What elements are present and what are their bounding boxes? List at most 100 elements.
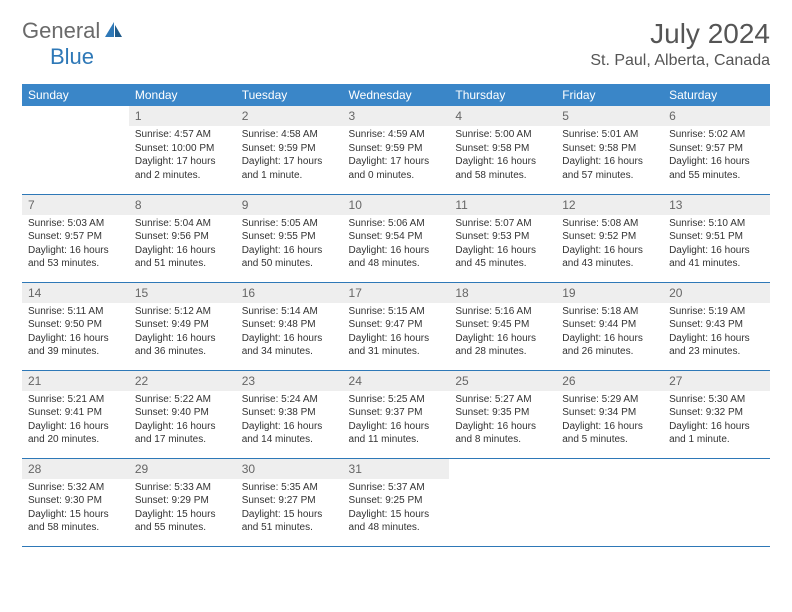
day-body: Sunrise: 5:22 AMSunset: 9:40 PMDaylight:… bbox=[129, 391, 236, 451]
day-body: Sunrise: 4:57 AMSunset: 10:00 PMDaylight… bbox=[129, 126, 236, 186]
calendar-row: 21Sunrise: 5:21 AMSunset: 9:41 PMDayligh… bbox=[22, 370, 770, 458]
day-number: 30 bbox=[236, 459, 343, 479]
daylight-text: Daylight: 15 hours and 55 minutes. bbox=[135, 508, 230, 535]
daylight-text: Daylight: 16 hours and 43 minutes. bbox=[562, 244, 657, 271]
sunrise-text: Sunrise: 5:01 AM bbox=[562, 128, 657, 142]
sunset-text: Sunset: 9:51 PM bbox=[669, 230, 764, 244]
sunset-text: Sunset: 9:25 PM bbox=[349, 494, 444, 508]
daylight-text: Daylight: 16 hours and 31 minutes. bbox=[349, 332, 444, 359]
daylight-text: Daylight: 16 hours and 53 minutes. bbox=[28, 244, 123, 271]
logo-text-general: General bbox=[22, 18, 100, 44]
sunset-text: Sunset: 9:52 PM bbox=[562, 230, 657, 244]
sunset-text: Sunset: 9:59 PM bbox=[242, 142, 337, 156]
day-number: 8 bbox=[129, 195, 236, 215]
sunrise-text: Sunrise: 5:35 AM bbox=[242, 481, 337, 495]
sunrise-text: Sunrise: 5:37 AM bbox=[349, 481, 444, 495]
daylight-text: Daylight: 16 hours and 20 minutes. bbox=[28, 420, 123, 447]
day-body: Sunrise: 5:35 AMSunset: 9:27 PMDaylight:… bbox=[236, 479, 343, 539]
sunrise-text: Sunrise: 5:21 AM bbox=[28, 393, 123, 407]
day-body: Sunrise: 5:12 AMSunset: 9:49 PMDaylight:… bbox=[129, 303, 236, 363]
weekday-header: Wednesday bbox=[343, 84, 450, 106]
calendar-cell: 11Sunrise: 5:07 AMSunset: 9:53 PMDayligh… bbox=[449, 194, 556, 282]
calendar-row: 1Sunrise: 4:57 AMSunset: 10:00 PMDayligh… bbox=[22, 106, 770, 194]
sunset-text: Sunset: 9:53 PM bbox=[455, 230, 550, 244]
daylight-text: Daylight: 16 hours and 11 minutes. bbox=[349, 420, 444, 447]
day-number: 20 bbox=[663, 283, 770, 303]
calendar-cell: 14Sunrise: 5:11 AMSunset: 9:50 PMDayligh… bbox=[22, 282, 129, 370]
sunrise-text: Sunrise: 5:14 AM bbox=[242, 305, 337, 319]
daylight-text: Daylight: 16 hours and 55 minutes. bbox=[669, 155, 764, 182]
sunset-text: Sunset: 9:44 PM bbox=[562, 318, 657, 332]
sunrise-text: Sunrise: 4:58 AM bbox=[242, 128, 337, 142]
calendar-cell: 28Sunrise: 5:32 AMSunset: 9:30 PMDayligh… bbox=[22, 458, 129, 546]
daylight-text: Daylight: 16 hours and 5 minutes. bbox=[562, 420, 657, 447]
day-body: Sunrise: 5:08 AMSunset: 9:52 PMDaylight:… bbox=[556, 215, 663, 275]
daylight-text: Daylight: 15 hours and 51 minutes. bbox=[242, 508, 337, 535]
day-number: 18 bbox=[449, 283, 556, 303]
day-body: Sunrise: 5:19 AMSunset: 9:43 PMDaylight:… bbox=[663, 303, 770, 363]
daylight-text: Daylight: 16 hours and 50 minutes. bbox=[242, 244, 337, 271]
sunrise-text: Sunrise: 5:07 AM bbox=[455, 217, 550, 231]
calendar-cell: 29Sunrise: 5:33 AMSunset: 9:29 PMDayligh… bbox=[129, 458, 236, 546]
calendar-cell: 9Sunrise: 5:05 AMSunset: 9:55 PMDaylight… bbox=[236, 194, 343, 282]
calendar-cell: 31Sunrise: 5:37 AMSunset: 9:25 PMDayligh… bbox=[343, 458, 450, 546]
calendar-cell: 13Sunrise: 5:10 AMSunset: 9:51 PMDayligh… bbox=[663, 194, 770, 282]
daylight-text: Daylight: 16 hours and 26 minutes. bbox=[562, 332, 657, 359]
daylight-text: Daylight: 17 hours and 0 minutes. bbox=[349, 155, 444, 182]
day-body: Sunrise: 5:37 AMSunset: 9:25 PMDaylight:… bbox=[343, 479, 450, 539]
daylight-text: Daylight: 16 hours and 14 minutes. bbox=[242, 420, 337, 447]
calendar-cell bbox=[556, 458, 663, 546]
calendar-cell: 19Sunrise: 5:18 AMSunset: 9:44 PMDayligh… bbox=[556, 282, 663, 370]
calendar-cell: 10Sunrise: 5:06 AMSunset: 9:54 PMDayligh… bbox=[343, 194, 450, 282]
weekday-header: Friday bbox=[556, 84, 663, 106]
calendar-cell: 17Sunrise: 5:15 AMSunset: 9:47 PMDayligh… bbox=[343, 282, 450, 370]
sunrise-text: Sunrise: 5:02 AM bbox=[669, 128, 764, 142]
sunset-text: Sunset: 9:54 PM bbox=[349, 230, 444, 244]
calendar-cell: 20Sunrise: 5:19 AMSunset: 9:43 PMDayligh… bbox=[663, 282, 770, 370]
day-body: Sunrise: 5:27 AMSunset: 9:35 PMDaylight:… bbox=[449, 391, 556, 451]
calendar-cell: 3Sunrise: 4:59 AMSunset: 9:59 PMDaylight… bbox=[343, 106, 450, 194]
day-number: 17 bbox=[343, 283, 450, 303]
sunset-text: Sunset: 10:00 PM bbox=[135, 142, 230, 156]
sunset-text: Sunset: 9:58 PM bbox=[562, 142, 657, 156]
calendar-cell: 8Sunrise: 5:04 AMSunset: 9:56 PMDaylight… bbox=[129, 194, 236, 282]
day-body: Sunrise: 5:15 AMSunset: 9:47 PMDaylight:… bbox=[343, 303, 450, 363]
day-number: 22 bbox=[129, 371, 236, 391]
weekday-header: Monday bbox=[129, 84, 236, 106]
sunset-text: Sunset: 9:43 PM bbox=[669, 318, 764, 332]
calendar-cell: 16Sunrise: 5:14 AMSunset: 9:48 PMDayligh… bbox=[236, 282, 343, 370]
sunset-text: Sunset: 9:48 PM bbox=[242, 318, 337, 332]
sunrise-text: Sunrise: 5:27 AM bbox=[455, 393, 550, 407]
sunrise-text: Sunrise: 5:11 AM bbox=[28, 305, 123, 319]
sunrise-text: Sunrise: 5:33 AM bbox=[135, 481, 230, 495]
calendar-body: 1Sunrise: 4:57 AMSunset: 10:00 PMDayligh… bbox=[22, 106, 770, 546]
sunset-text: Sunset: 9:34 PM bbox=[562, 406, 657, 420]
day-body: Sunrise: 5:10 AMSunset: 9:51 PMDaylight:… bbox=[663, 215, 770, 275]
sunrise-text: Sunrise: 5:04 AM bbox=[135, 217, 230, 231]
sunrise-text: Sunrise: 5:16 AM bbox=[455, 305, 550, 319]
day-number: 27 bbox=[663, 371, 770, 391]
calendar-cell: 26Sunrise: 5:29 AMSunset: 9:34 PMDayligh… bbox=[556, 370, 663, 458]
calendar-cell: 23Sunrise: 5:24 AMSunset: 9:38 PMDayligh… bbox=[236, 370, 343, 458]
day-number: 13 bbox=[663, 195, 770, 215]
calendar-cell bbox=[663, 458, 770, 546]
sunrise-text: Sunrise: 5:12 AM bbox=[135, 305, 230, 319]
weekday-header: Sunday bbox=[22, 84, 129, 106]
daylight-text: Daylight: 16 hours and 51 minutes. bbox=[135, 244, 230, 271]
day-body: Sunrise: 5:33 AMSunset: 9:29 PMDaylight:… bbox=[129, 479, 236, 539]
day-number: 3 bbox=[343, 106, 450, 126]
day-number: 26 bbox=[556, 371, 663, 391]
sunrise-text: Sunrise: 5:22 AM bbox=[135, 393, 230, 407]
sunset-text: Sunset: 9:35 PM bbox=[455, 406, 550, 420]
sunset-text: Sunset: 9:41 PM bbox=[28, 406, 123, 420]
day-body: Sunrise: 5:25 AMSunset: 9:37 PMDaylight:… bbox=[343, 391, 450, 451]
sunrise-text: Sunrise: 5:32 AM bbox=[28, 481, 123, 495]
sunset-text: Sunset: 9:50 PM bbox=[28, 318, 123, 332]
daylight-text: Daylight: 16 hours and 57 minutes. bbox=[562, 155, 657, 182]
day-number: 24 bbox=[343, 371, 450, 391]
day-body: Sunrise: 5:18 AMSunset: 9:44 PMDaylight:… bbox=[556, 303, 663, 363]
daylight-text: Daylight: 16 hours and 58 minutes. bbox=[455, 155, 550, 182]
sunset-text: Sunset: 9:29 PM bbox=[135, 494, 230, 508]
day-number: 11 bbox=[449, 195, 556, 215]
sunset-text: Sunset: 9:47 PM bbox=[349, 318, 444, 332]
